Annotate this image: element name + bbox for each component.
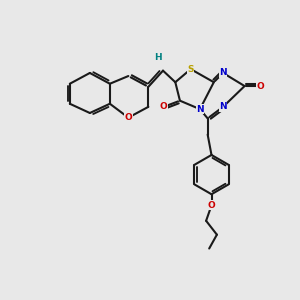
Text: O: O <box>256 82 264 91</box>
Text: O: O <box>160 102 168 111</box>
Text: H: H <box>154 53 161 62</box>
Text: O: O <box>208 201 215 210</box>
Text: N: N <box>196 105 204 114</box>
Text: S: S <box>188 64 194 74</box>
Text: O: O <box>124 113 132 122</box>
Text: H: H <box>154 53 161 62</box>
Text: N: N <box>219 102 227 111</box>
Text: N: N <box>219 68 227 77</box>
